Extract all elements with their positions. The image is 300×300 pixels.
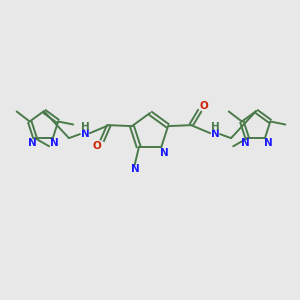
- Text: N: N: [241, 138, 250, 148]
- Text: O: O: [93, 141, 101, 151]
- Text: N: N: [160, 148, 169, 158]
- Text: N: N: [263, 138, 272, 148]
- Text: N: N: [81, 129, 89, 139]
- Text: H: H: [81, 122, 89, 132]
- Text: N: N: [28, 138, 37, 148]
- Text: N: N: [211, 129, 219, 139]
- Text: H: H: [211, 122, 219, 132]
- Text: N: N: [131, 164, 140, 174]
- Text: N: N: [50, 138, 59, 148]
- Text: O: O: [200, 101, 208, 111]
